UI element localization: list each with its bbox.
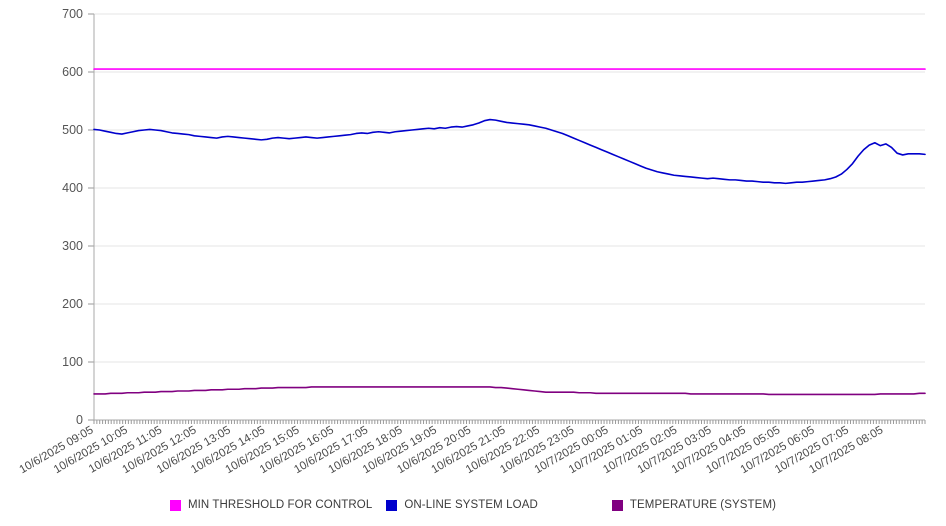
y-axis-tick-label: 100 xyxy=(62,355,83,369)
y-axis-tick-label: 500 xyxy=(62,123,83,137)
legend-swatch-min-threshold-for-control xyxy=(169,499,181,511)
y-axis-tick-label: 300 xyxy=(62,239,83,253)
y-axis-tick-label: 200 xyxy=(62,297,83,311)
legend-swatch-temperature-system xyxy=(611,499,623,511)
legend-item-min-threshold-for-control[interactable]: MIN THRESHOLD FOR CONTROL xyxy=(169,494,373,516)
legend-swatch-on-line-system-load xyxy=(386,499,398,511)
legend-item-on-line-system-load[interactable]: ON-LINE SYSTEM LOAD xyxy=(386,494,538,516)
y-axis-tick-label: 600 xyxy=(62,65,83,79)
y-axis-tick-label: 0 xyxy=(76,413,83,427)
series-line xyxy=(93,118,926,185)
y-axis-tick-label: 400 xyxy=(62,181,83,195)
series-line xyxy=(93,386,926,396)
legend-label-temperature-system: TEMPERATURE (SYSTEM) xyxy=(629,499,777,511)
legend-spacer xyxy=(372,505,386,506)
chart-legend: MIN THRESHOLD FOR CONTROL ON-LINE SYSTEM… xyxy=(0,494,946,516)
x-axis xyxy=(93,419,926,424)
legend-item-temperature-system[interactable]: TEMPERATURE (SYSTEM) xyxy=(611,494,777,516)
y-axis-tick-label: 700 xyxy=(62,7,83,21)
legend-label-min-threshold-for-control: MIN THRESHOLD FOR CONTROL xyxy=(187,499,373,511)
data-series xyxy=(93,68,926,396)
legend-label-on-line-system-load: ON-LINE SYSTEM LOAD xyxy=(404,499,538,511)
y-axis: 0 100 200 300 400 500 600 700 xyxy=(62,7,95,427)
legend-spacer xyxy=(538,505,612,506)
gridlines xyxy=(94,13,925,421)
